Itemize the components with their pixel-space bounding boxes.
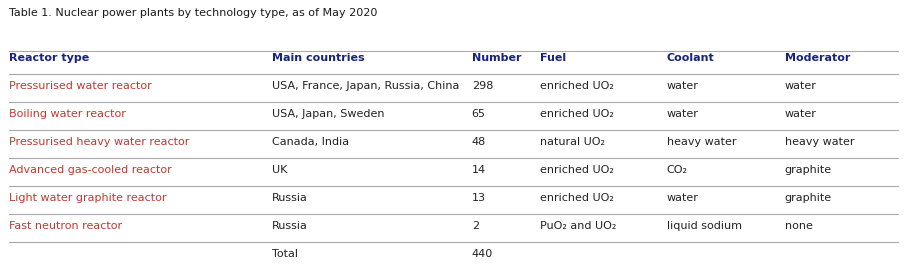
Text: Boiling water reactor: Boiling water reactor bbox=[9, 109, 126, 119]
Text: enriched UO₂: enriched UO₂ bbox=[540, 165, 613, 175]
Text: 48: 48 bbox=[472, 137, 486, 147]
Text: USA, France, Japan, Russia, China: USA, France, Japan, Russia, China bbox=[272, 81, 460, 91]
Text: 298: 298 bbox=[472, 81, 493, 91]
Text: Number: Number bbox=[472, 53, 522, 63]
Text: Coolant: Coolant bbox=[667, 53, 715, 63]
Text: Main countries: Main countries bbox=[272, 53, 365, 63]
Text: graphite: graphite bbox=[785, 165, 832, 175]
Text: heavy water: heavy water bbox=[667, 137, 736, 147]
Text: 13: 13 bbox=[472, 193, 485, 203]
Text: Russia: Russia bbox=[272, 221, 308, 231]
Text: water: water bbox=[785, 109, 816, 119]
Text: none: none bbox=[785, 221, 813, 231]
Text: 440: 440 bbox=[472, 249, 493, 259]
Text: Moderator: Moderator bbox=[785, 53, 850, 63]
Text: water: water bbox=[785, 81, 816, 91]
Text: water: water bbox=[667, 109, 698, 119]
Text: Pressurised heavy water reactor: Pressurised heavy water reactor bbox=[9, 137, 190, 147]
Text: Russia: Russia bbox=[272, 193, 308, 203]
Text: Canada, India: Canada, India bbox=[272, 137, 349, 147]
Text: Fast neutron reactor: Fast neutron reactor bbox=[9, 221, 122, 231]
Text: Fuel: Fuel bbox=[540, 53, 566, 63]
Text: Reactor type: Reactor type bbox=[9, 53, 89, 63]
Text: Light water graphite reactor: Light water graphite reactor bbox=[9, 193, 167, 203]
Text: 14: 14 bbox=[472, 165, 486, 175]
Text: natural UO₂: natural UO₂ bbox=[540, 137, 605, 147]
Text: 2: 2 bbox=[472, 221, 479, 231]
Text: liquid sodium: liquid sodium bbox=[667, 221, 742, 231]
Text: water: water bbox=[667, 193, 698, 203]
Text: enriched UO₂: enriched UO₂ bbox=[540, 193, 613, 203]
Text: UK: UK bbox=[272, 165, 288, 175]
Text: Pressurised water reactor: Pressurised water reactor bbox=[9, 81, 151, 91]
Text: enriched UO₂: enriched UO₂ bbox=[540, 81, 613, 91]
Text: graphite: graphite bbox=[785, 193, 832, 203]
Text: PuO₂ and UO₂: PuO₂ and UO₂ bbox=[540, 221, 616, 231]
Text: water: water bbox=[667, 81, 698, 91]
Text: Advanced gas-cooled reactor: Advanced gas-cooled reactor bbox=[9, 165, 171, 175]
Text: CO₂: CO₂ bbox=[667, 165, 688, 175]
Text: Table 1. Nuclear power plants by technology type, as of May 2020: Table 1. Nuclear power plants by technol… bbox=[9, 8, 377, 18]
Text: 65: 65 bbox=[472, 109, 485, 119]
Text: Total: Total bbox=[272, 249, 298, 259]
Text: enriched UO₂: enriched UO₂ bbox=[540, 109, 613, 119]
Text: heavy water: heavy water bbox=[785, 137, 854, 147]
Text: USA, Japan, Sweden: USA, Japan, Sweden bbox=[272, 109, 385, 119]
